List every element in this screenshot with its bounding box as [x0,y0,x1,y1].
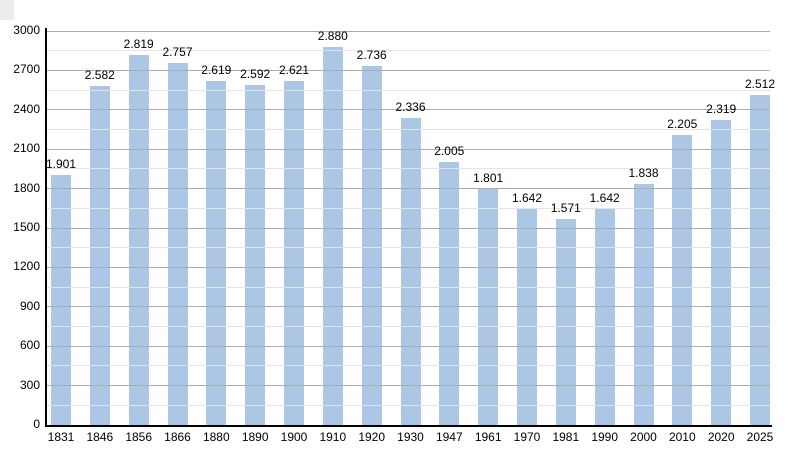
bar-value-label: 2.592 [240,66,271,81]
x-tick-label: 1846 [86,430,114,444]
major-gridline-2100 [47,148,770,150]
y-tick-label: 2700 [13,62,40,77]
y-tick-label: 600 [19,338,40,353]
major-gridline-1800 [47,188,770,190]
x-tick-label: 2025 [746,430,774,444]
bar-1846 [89,85,110,425]
bar-value-label: 2.319 [706,102,737,117]
bar-value-label: 2.205 [667,117,698,132]
x-tick-label: 1961 [474,430,502,444]
bar-1866 [167,62,188,425]
major-gridline-2700 [47,69,770,71]
bar-value-label: 2.880 [317,28,348,43]
x-tick-label: 2000 [630,430,657,444]
bar-value-label: 2.621 [278,62,310,77]
minor-gridline-750 [47,326,770,327]
major-gridline-3000 [47,30,770,32]
bar-value-label: 2.005 [434,143,465,158]
minor-gridline-1050 [47,286,770,288]
x-tick-label: 1990 [591,430,619,444]
bar-value-label: 2.819 [123,36,154,51]
x-tick-label: 1866 [164,430,191,444]
major-gridline-300 [47,385,770,387]
minor-gridline-2850 [47,50,770,52]
x-tick-label: 1890 [241,430,269,444]
x-tick-label: 1856 [125,430,153,444]
bar-1910 [322,46,343,425]
x-tick-label: 2010 [668,430,696,444]
bar-value-label: 1.642 [589,191,620,206]
bar-1990 [594,209,615,425]
minor-gridline-150 [47,404,770,406]
bar-value-label: 2.582 [84,67,115,82]
y-tick-label: 1800 [13,180,40,195]
y-tick-label: 300 [19,377,40,392]
x-tick-label: 1947 [435,430,463,444]
bar-1920 [361,65,382,425]
x-tick-label: 1910 [319,430,347,444]
x-axis-line [45,425,772,427]
corner-artifact [0,0,14,20]
major-gridline-1200 [47,266,770,268]
y-tick-label: 2100 [13,141,40,156]
bar-value-label: 1.642 [511,191,543,206]
bar-1890 [245,84,266,425]
x-tick-label: 1880 [202,430,230,444]
y-tick-label: 900 [19,298,40,313]
bar-value-label: 1.901 [45,157,77,172]
x-tick-label: 1920 [358,430,386,444]
bar-value-label: 2.619 [201,63,232,77]
plot-area: 1.901 1831 2.582 1846 2.819 1856 2.757 1866 2.61… [45,28,775,443]
x-tick-label: 1831 [47,430,75,444]
x-tick-label: 1981 [552,430,580,444]
bar-value-label: 2.336 [395,100,426,115]
y-tick-label: 1200 [13,259,40,274]
major-gridline-1500 [47,227,770,229]
bar-2020 [711,120,732,425]
bar-2010 [672,135,693,425]
y-tick-label: 1500 [13,220,40,234]
major-gridline-2400 [47,109,770,111]
minor-gridline-1650 [47,207,770,209]
bar-1970 [517,209,537,425]
x-tick-label: 1900 [280,430,308,444]
major-gridline-900 [47,306,770,308]
minor-gridline-450 [47,365,770,367]
bar-value-label: 2.736 [356,47,387,62]
bar-value-label: 2.512 [744,77,776,92]
x-tick-label: 1930 [397,430,424,444]
bar-1880 [206,81,227,425]
bar-1856 [128,54,149,425]
bar-1930 [400,118,421,425]
bar-value-label: 1.838 [628,165,659,180]
bar-1900 [284,80,304,425]
minor-gridline-2550 [47,89,770,91]
bar-1981 [555,218,576,425]
bar-value-label: 2.757 [162,44,193,59]
major-gridline-600 [47,345,770,347]
x-tick-label: 2020 [707,430,735,444]
y-axis-line [45,28,47,427]
y-tick-label: 3000 [13,23,40,37]
y-tick-label: 2400 [13,101,40,116]
bar-2025 [750,95,770,425]
minor-gridline-1950 [47,168,770,170]
x-tick-label: 1970 [513,430,541,444]
bar-value-label: 1.801 [473,170,504,185]
y-tick-label: 0 [33,417,40,431]
minor-gridline-2250 [47,129,770,130]
minor-gridline-1350 [47,247,770,249]
bar-1831 [51,175,71,425]
bar-2000 [633,183,654,425]
bar-value-label: 1.571 [550,200,581,215]
